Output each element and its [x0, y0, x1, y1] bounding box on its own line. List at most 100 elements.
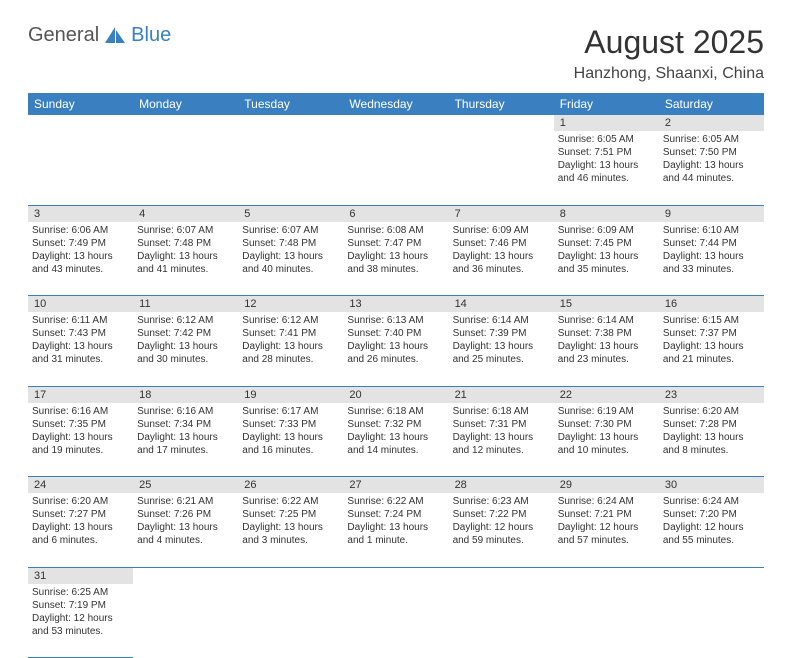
sunrise-text: Sunrise: 6:09 AM: [453, 224, 550, 237]
sunrise-text: Sunrise: 6:17 AM: [242, 405, 339, 418]
sunrise-text: Sunrise: 6:12 AM: [137, 314, 234, 327]
day-number: 12: [238, 296, 343, 313]
sunrise-text: Sunrise: 6:20 AM: [663, 405, 760, 418]
day-cell: Sunrise: 6:22 AMSunset: 7:24 PMDaylight:…: [343, 493, 448, 567]
daylight-text: and 4 minutes.: [137, 534, 234, 547]
day-number: 26: [238, 477, 343, 494]
sunrise-text: Sunrise: 6:16 AM: [32, 405, 129, 418]
sunrise-text: Sunrise: 6:12 AM: [242, 314, 339, 327]
day-number: 31: [28, 567, 133, 584]
daylight-text: Daylight: 13 hours: [137, 431, 234, 444]
daylight-text: Daylight: 13 hours: [242, 340, 339, 353]
daylight-text: and 55 minutes.: [663, 534, 760, 547]
day-number: 28: [449, 477, 554, 494]
daylight-text: Daylight: 13 hours: [32, 250, 129, 263]
daylight-text: and 44 minutes.: [663, 172, 760, 185]
day-cell: Sunrise: 6:20 AMSunset: 7:27 PMDaylight:…: [28, 493, 133, 567]
daylight-text: and 16 minutes.: [242, 444, 339, 457]
day-number: 2: [659, 115, 764, 131]
sunset-text: Sunset: 7:50 PM: [663, 146, 760, 159]
sunset-text: Sunset: 7:28 PM: [663, 418, 760, 431]
daylight-text: Daylight: 13 hours: [453, 340, 550, 353]
sunrise-text: Sunrise: 6:14 AM: [558, 314, 655, 327]
day-number: [343, 567, 448, 584]
day-number: [449, 567, 554, 584]
day-number: 8: [554, 205, 659, 222]
daylight-text: Daylight: 13 hours: [242, 431, 339, 444]
sunrise-text: Sunrise: 6:07 AM: [242, 224, 339, 237]
day-number: 22: [554, 386, 659, 403]
day-cell: Sunrise: 6:21 AMSunset: 7:26 PMDaylight:…: [133, 493, 238, 567]
day-number: 14: [449, 296, 554, 313]
daylight-text: Daylight: 12 hours: [663, 521, 760, 534]
sunset-text: Sunset: 7:48 PM: [137, 237, 234, 250]
sunset-text: Sunset: 7:38 PM: [558, 327, 655, 340]
sunrise-text: Sunrise: 6:05 AM: [558, 133, 655, 146]
day-cell: Sunrise: 6:16 AMSunset: 7:35 PMDaylight:…: [28, 403, 133, 477]
sunrise-text: Sunrise: 6:08 AM: [347, 224, 444, 237]
day-number: [238, 115, 343, 131]
day-number-row: 12: [28, 115, 764, 131]
logo-text-general: General: [28, 24, 99, 47]
day-number: [554, 567, 659, 584]
daylight-text: Daylight: 13 hours: [558, 340, 655, 353]
daylight-text: and 57 minutes.: [558, 534, 655, 547]
day-cell: Sunrise: 6:23 AMSunset: 7:22 PMDaylight:…: [449, 493, 554, 567]
sunrise-text: Sunrise: 6:16 AM: [137, 405, 234, 418]
daylight-text: and 38 minutes.: [347, 263, 444, 276]
day-cell: [449, 584, 554, 658]
logo: General Blue: [28, 24, 171, 47]
sunset-text: Sunset: 7:40 PM: [347, 327, 444, 340]
daylight-text: and 28 minutes.: [242, 353, 339, 366]
daylight-text: Daylight: 13 hours: [137, 521, 234, 534]
day-number-row: 3456789: [28, 205, 764, 222]
sunset-text: Sunset: 7:26 PM: [137, 508, 234, 521]
daylight-text: Daylight: 13 hours: [137, 340, 234, 353]
daylight-text: and 43 minutes.: [32, 263, 129, 276]
sunrise-text: Sunrise: 6:22 AM: [347, 495, 444, 508]
day-number: 23: [659, 386, 764, 403]
day-cell: Sunrise: 6:24 AMSunset: 7:21 PMDaylight:…: [554, 493, 659, 567]
daylight-text: and 19 minutes.: [32, 444, 129, 457]
daylight-text: Daylight: 13 hours: [663, 340, 760, 353]
daylight-text: Daylight: 13 hours: [347, 250, 444, 263]
weekday-header: Tuesday: [238, 93, 343, 115]
sunset-text: Sunset: 7:24 PM: [347, 508, 444, 521]
day-number-row: 24252627282930: [28, 477, 764, 494]
daylight-text: and 59 minutes.: [453, 534, 550, 547]
day-cell: Sunrise: 6:24 AMSunset: 7:20 PMDaylight:…: [659, 493, 764, 567]
daylight-text: and 23 minutes.: [558, 353, 655, 366]
daylight-text: Daylight: 13 hours: [32, 521, 129, 534]
day-number: 19: [238, 386, 343, 403]
location-label: Hanzhong, Shaanxi, China: [574, 65, 764, 83]
week-row: Sunrise: 6:25 AMSunset: 7:19 PMDaylight:…: [28, 584, 764, 658]
day-number: 5: [238, 205, 343, 222]
day-number-row: 31: [28, 567, 764, 584]
day-cell: [343, 584, 448, 658]
sunset-text: Sunset: 7:37 PM: [663, 327, 760, 340]
sunset-text: Sunset: 7:39 PM: [453, 327, 550, 340]
sunset-text: Sunset: 7:42 PM: [137, 327, 234, 340]
sunrise-text: Sunrise: 6:06 AM: [32, 224, 129, 237]
day-number-row: 10111213141516: [28, 296, 764, 313]
daylight-text: Daylight: 13 hours: [558, 159, 655, 172]
day-number: [238, 567, 343, 584]
daylight-text: Daylight: 13 hours: [347, 521, 444, 534]
sunset-text: Sunset: 7:30 PM: [558, 418, 655, 431]
daylight-text: Daylight: 13 hours: [242, 521, 339, 534]
daylight-text: and 10 minutes.: [558, 444, 655, 457]
day-number: 4: [133, 205, 238, 222]
daylight-text: and 21 minutes.: [663, 353, 760, 366]
sunrise-text: Sunrise: 6:22 AM: [242, 495, 339, 508]
sunset-text: Sunset: 7:25 PM: [242, 508, 339, 521]
daylight-text: and 26 minutes.: [347, 353, 444, 366]
weekday-header: Thursday: [449, 93, 554, 115]
daylight-text: Daylight: 13 hours: [32, 431, 129, 444]
daylight-text: Daylight: 13 hours: [32, 340, 129, 353]
sunset-text: Sunset: 7:51 PM: [558, 146, 655, 159]
day-cell: Sunrise: 6:07 AMSunset: 7:48 PMDaylight:…: [133, 222, 238, 296]
daylight-text: and 46 minutes.: [558, 172, 655, 185]
sunset-text: Sunset: 7:22 PM: [453, 508, 550, 521]
day-cell: Sunrise: 6:09 AMSunset: 7:45 PMDaylight:…: [554, 222, 659, 296]
sunset-text: Sunset: 7:43 PM: [32, 327, 129, 340]
